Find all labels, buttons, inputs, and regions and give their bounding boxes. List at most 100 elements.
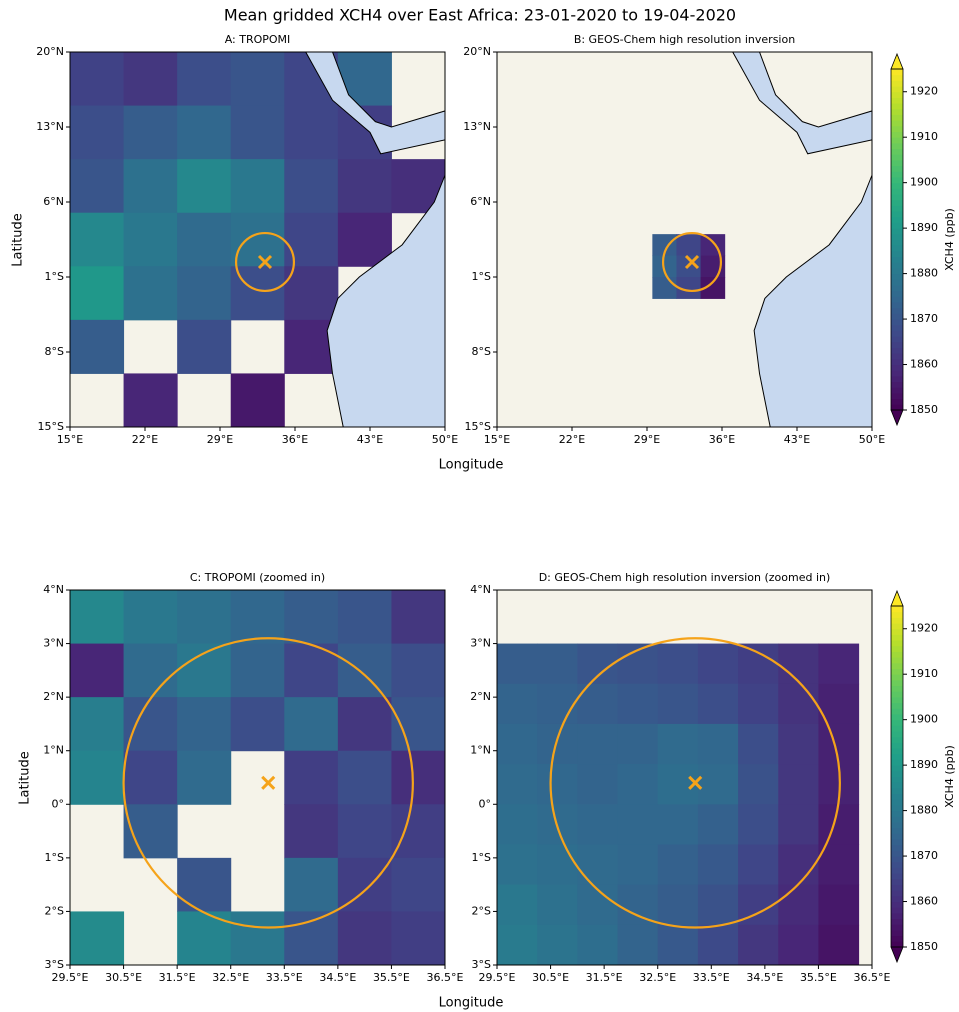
colorbar-segment	[891, 240, 903, 246]
y-tick-label: 20°N	[463, 45, 491, 58]
x-tick-label: 32.5°E	[639, 971, 676, 984]
x-tick-label: 33.5°E	[693, 971, 730, 984]
colorbar-segment	[891, 177, 903, 183]
colorbar-segment	[891, 833, 903, 839]
colorbar-segment	[891, 251, 903, 257]
y-tick-label: 8°S	[45, 345, 64, 358]
grid-cell	[698, 644, 739, 685]
colorbar-segment	[891, 714, 903, 720]
grid-cell	[231, 911, 285, 965]
colorbar-segment	[891, 828, 903, 834]
x-tick-label: 36.5°E	[427, 971, 464, 984]
colorbar-segment	[891, 941, 903, 947]
x-tick-label: 31.5°E	[586, 971, 623, 984]
x-tick-label: 50°E	[432, 433, 458, 446]
colorbar-segment	[891, 850, 903, 856]
colorbar-extend-bottom	[891, 410, 903, 425]
grid-cell	[231, 52, 285, 106]
colorbar-segment	[891, 725, 903, 731]
colorbar-label: XCH4 (ppb)	[943, 745, 956, 808]
y-tick-label: 1°N	[43, 744, 64, 757]
colorbar-segment	[891, 143, 903, 149]
grid-cell	[70, 644, 124, 698]
map-panel: D: GEOS-Chem high resolution inversion (…	[470, 571, 890, 984]
grid-cell	[778, 684, 819, 725]
grid-cell	[738, 684, 779, 725]
y-tick-label: 20°N	[36, 45, 64, 58]
colorbar-segment	[891, 646, 903, 652]
grid-cell	[537, 684, 578, 725]
y-tick-label: 3°N	[43, 637, 64, 650]
grid-cell	[124, 644, 178, 698]
x-tick-label: 34.5°E	[319, 971, 356, 984]
y-tick-label: 1°N	[470, 744, 491, 757]
grid-cell	[618, 684, 659, 725]
colorbar-tick-label: 1880	[910, 267, 938, 280]
x-tick-label: 50°E	[859, 433, 885, 446]
colorbar-segment	[891, 245, 903, 251]
colorbar-segment	[891, 188, 903, 194]
grid-cell	[738, 724, 779, 765]
y-tick-label: 3°N	[470, 637, 491, 650]
grid-cell	[658, 644, 699, 685]
colorbar-segment	[891, 262, 903, 268]
colorbar-segment	[891, 862, 903, 868]
x-tick-label: 30.5°E	[532, 971, 569, 984]
colorbar-segment	[891, 387, 903, 393]
grid-cell	[284, 590, 338, 644]
colorbar-segment	[891, 308, 903, 314]
colorbar-segment	[891, 166, 903, 172]
map-panel: B: GEOS-Chem high resolution inversion15…	[463, 33, 885, 446]
y-tick-label: 8°S	[472, 345, 491, 358]
x-tick-label: 43°E	[784, 433, 810, 446]
grid-cell	[618, 925, 659, 966]
grid-cell	[497, 684, 538, 725]
grid-cell	[676, 234, 701, 256]
colorbar-segment	[891, 75, 903, 81]
y-tick-label: 2°S	[472, 904, 491, 917]
x-tick-label: 29°E	[634, 433, 660, 446]
panel-title: A: TROPOMI	[225, 33, 291, 46]
colorbar-segment	[891, 737, 903, 743]
colorbar-segment	[891, 154, 903, 160]
grid-cell	[537, 844, 578, 885]
grid-cell	[70, 266, 124, 320]
colorbar-segment	[891, 211, 903, 217]
colorbar-tick-label: 1900	[910, 713, 938, 726]
grid-cell	[231, 159, 285, 213]
y-tick-label: 3°S	[472, 958, 491, 971]
grid-cell	[698, 844, 739, 885]
grid-cell	[698, 804, 739, 845]
colorbar-segment	[891, 200, 903, 206]
grid-cell	[338, 751, 392, 805]
colorbar-segment	[891, 924, 903, 930]
colorbar-segment	[891, 279, 903, 285]
y-tick-label: 13°N	[463, 120, 491, 133]
colorbar-segment	[891, 313, 903, 319]
colorbar-segment	[891, 86, 903, 92]
colorbar-segment	[891, 686, 903, 692]
colorbar-segment	[891, 759, 903, 765]
colorbar-segment	[891, 742, 903, 748]
y-tick-label: 1°S	[45, 851, 64, 864]
grid-cell	[497, 724, 538, 765]
grid-cell	[778, 885, 819, 926]
x-tick-label: 22°E	[559, 433, 585, 446]
colorbar-segment	[891, 342, 903, 348]
grid-cell	[338, 697, 392, 751]
grid-cell	[698, 925, 739, 966]
colorbar-segment	[891, 399, 903, 405]
colorbar-segment	[891, 160, 903, 166]
y-tick-label: 0°	[52, 797, 65, 810]
y-tick-label: 0°	[479, 797, 492, 810]
grid-cell	[577, 844, 618, 885]
colorbar-segment	[891, 634, 903, 640]
grid-cell	[698, 684, 739, 725]
y-tick-label: 4°N	[470, 583, 491, 596]
grid-cell	[70, 590, 124, 644]
grid-cell	[231, 373, 285, 427]
grid-cell	[618, 804, 659, 845]
colorbar-segment	[891, 325, 903, 331]
x-tick-label: 36°E	[709, 433, 735, 446]
